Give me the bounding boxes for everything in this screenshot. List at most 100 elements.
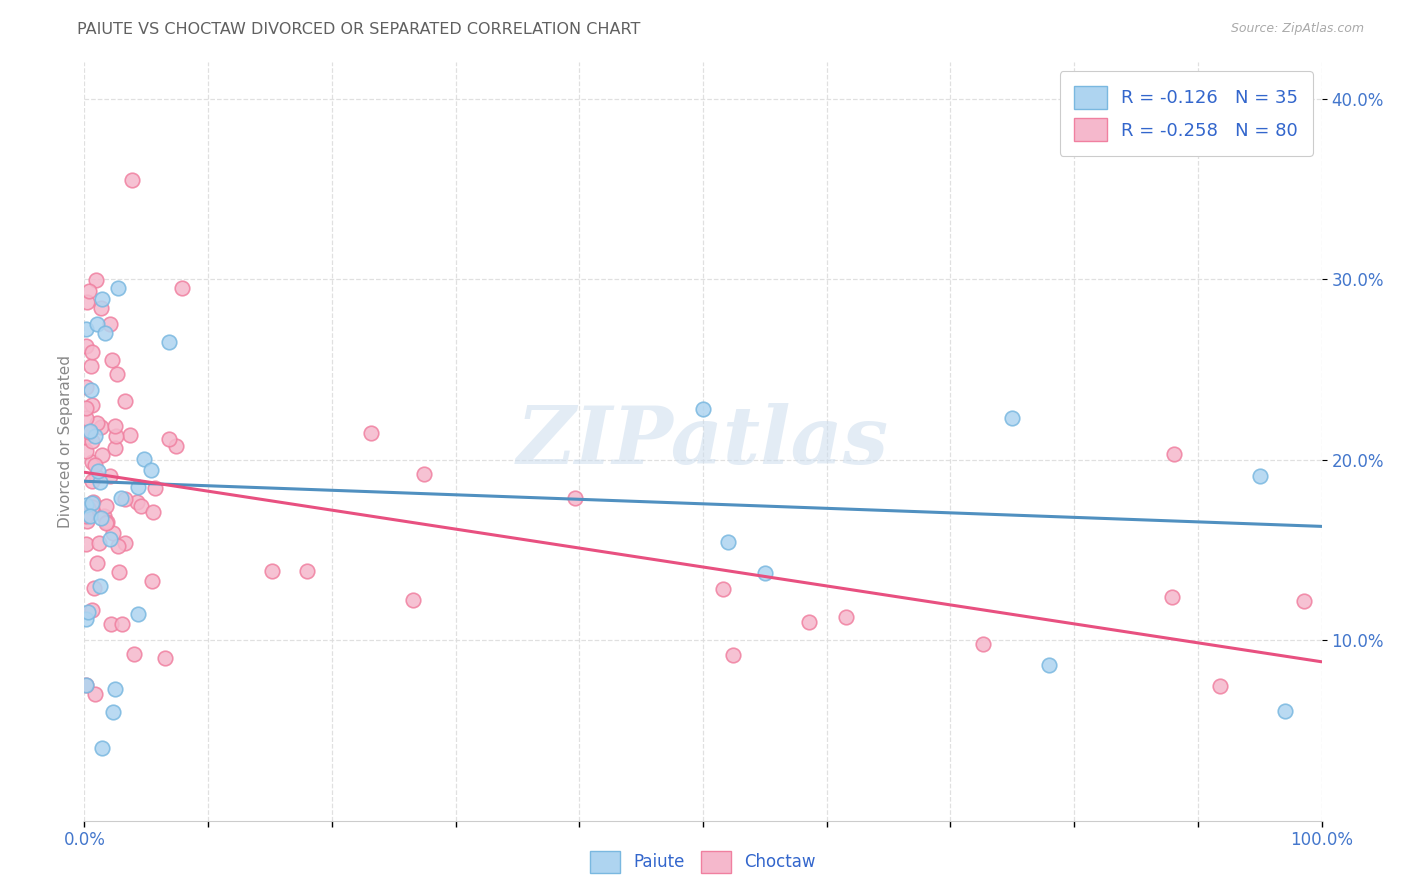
- Point: [83, 581, 105, 595]
- Point: [127, 607, 149, 622]
- Point: [111, 616, 134, 631]
- Point: [75, 429, 97, 443]
- Point: [104, 429, 127, 443]
- Point: [80, 500, 103, 514]
- Point: [114, 536, 136, 550]
- Point: [96, 515, 118, 529]
- Point: [93, 509, 115, 524]
- Point: [83, 687, 105, 701]
- Point: [1160, 590, 1182, 604]
- Point: [107, 540, 129, 554]
- Point: [121, 173, 143, 187]
- Point: [142, 505, 165, 519]
- Point: [80, 603, 103, 617]
- Point: [101, 706, 124, 720]
- Point: [75, 678, 97, 692]
- Point: [80, 383, 103, 397]
- Point: [118, 428, 141, 442]
- Point: [77, 425, 100, 439]
- Point: [1001, 411, 1024, 425]
- Point: [98, 317, 121, 331]
- Point: [80, 496, 103, 510]
- Point: [75, 498, 97, 512]
- Point: [1038, 658, 1060, 673]
- Point: [295, 565, 318, 579]
- Y-axis label: Divorced or Separated: Divorced or Separated: [58, 355, 73, 528]
- Point: [114, 492, 136, 507]
- Point: [413, 467, 436, 481]
- Point: [75, 339, 97, 353]
- Point: [1274, 705, 1296, 719]
- Point: [86, 469, 108, 483]
- Point: [754, 566, 776, 580]
- Point: [835, 610, 858, 624]
- Point: [103, 525, 125, 540]
- Point: [132, 451, 155, 466]
- Point: [77, 500, 100, 515]
- Legend: R = -0.126   N = 35, R = -0.258   N = 80: R = -0.126 N = 35, R = -0.258 N = 80: [1060, 71, 1313, 156]
- Point: [82, 495, 104, 509]
- Point: [401, 592, 423, 607]
- Point: [84, 273, 107, 287]
- Point: [79, 425, 101, 439]
- Point: [86, 317, 108, 331]
- Point: [90, 301, 112, 315]
- Point: [139, 463, 162, 477]
- Point: [721, 648, 744, 663]
- Point: [76, 514, 98, 528]
- Point: [155, 651, 177, 665]
- Point: [75, 380, 97, 394]
- Point: [87, 535, 110, 549]
- Point: [94, 499, 117, 513]
- Point: [711, 582, 734, 596]
- Point: [90, 741, 112, 756]
- Point: [75, 536, 97, 550]
- Point: [90, 511, 112, 525]
- Point: [89, 475, 111, 489]
- Point: [79, 509, 101, 524]
- Point: [1249, 468, 1271, 483]
- Point: [157, 335, 180, 350]
- Point: [101, 353, 124, 368]
- Point: [86, 417, 108, 431]
- Point: [717, 535, 740, 549]
- Point: [165, 438, 187, 452]
- Text: PAIUTE VS CHOCTAW DIVORCED OR SEPARATED CORRELATION CHART: PAIUTE VS CHOCTAW DIVORCED OR SEPARATED …: [77, 22, 641, 37]
- Point: [564, 491, 586, 505]
- Point: [104, 419, 127, 434]
- Point: [260, 564, 283, 578]
- Point: [86, 556, 108, 570]
- Point: [91, 292, 114, 306]
- Point: [75, 444, 97, 458]
- Point: [77, 284, 100, 298]
- Point: [75, 508, 97, 523]
- Point: [172, 281, 194, 295]
- Point: [75, 612, 97, 626]
- Point: [110, 491, 132, 505]
- Point: [129, 499, 152, 513]
- Point: [1208, 679, 1230, 693]
- Legend: Paiute, Choctaw: Paiute, Choctaw: [583, 845, 823, 880]
- Point: [157, 432, 180, 446]
- Point: [114, 393, 136, 408]
- Point: [1163, 447, 1185, 461]
- Point: [84, 429, 107, 443]
- Point: [127, 495, 149, 509]
- Point: [141, 574, 163, 588]
- Point: [797, 615, 820, 629]
- Point: [76, 294, 98, 309]
- Point: [75, 401, 97, 416]
- Point: [76, 605, 98, 619]
- Point: [75, 678, 97, 692]
- Point: [82, 455, 104, 469]
- Point: [127, 480, 149, 494]
- Point: [104, 442, 127, 456]
- Text: ZIPatlas: ZIPatlas: [517, 403, 889, 480]
- Point: [89, 579, 111, 593]
- Point: [80, 359, 103, 373]
- Point: [91, 448, 114, 462]
- Point: [107, 281, 129, 295]
- Point: [692, 402, 714, 417]
- Point: [104, 681, 127, 696]
- Point: [75, 410, 97, 425]
